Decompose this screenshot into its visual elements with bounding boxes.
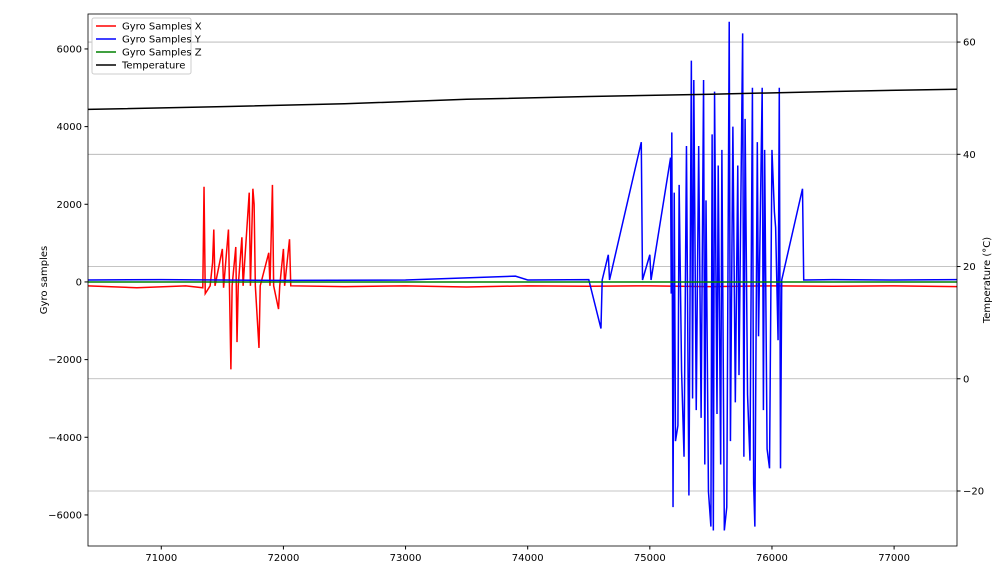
y2-tick-label: 40	[963, 150, 976, 161]
y2-tick-label: 0	[963, 374, 969, 385]
y2-tick-label: 60	[963, 38, 976, 49]
x-tick-label: 74000	[512, 553, 544, 564]
plot-frame	[87, 13, 958, 547]
y2-tick-label: −20	[963, 487, 984, 498]
x-tick-label: 77000	[878, 553, 910, 564]
series-line	[88, 184, 957, 370]
y2-axis-label: Temperature (°C)	[982, 237, 993, 324]
y-tick-label: 2000	[57, 200, 82, 211]
legend-label: Gyro Samples X	[122, 22, 202, 33]
x-tick-label: 76000	[756, 553, 788, 564]
y-tick-label: 4000	[57, 122, 82, 133]
y-axis-label: Gyro samples	[39, 246, 50, 314]
series-line	[88, 21, 957, 531]
y-tick-label: −2000	[48, 355, 82, 366]
x-tick-label: 75000	[634, 553, 666, 564]
y-tick-label: 6000	[57, 44, 82, 55]
legend-label: Gyro Samples Z	[122, 48, 202, 59]
y-tick-label: −4000	[48, 433, 82, 444]
plot	[88, 21, 957, 531]
x-tick-label: 72000	[268, 553, 300, 564]
y-tick-label: 0	[76, 277, 82, 288]
x-tick-label: 71000	[145, 553, 177, 564]
legend-label: Temperature	[121, 61, 185, 72]
x-tick-label: 73000	[390, 553, 422, 564]
y2-tick-label: 20	[963, 262, 976, 273]
series-line	[88, 88, 957, 111]
legend-box	[91, 17, 192, 75]
legend-label: Gyro Samples Y	[122, 35, 202, 46]
y-tick-label: −6000	[48, 510, 82, 521]
